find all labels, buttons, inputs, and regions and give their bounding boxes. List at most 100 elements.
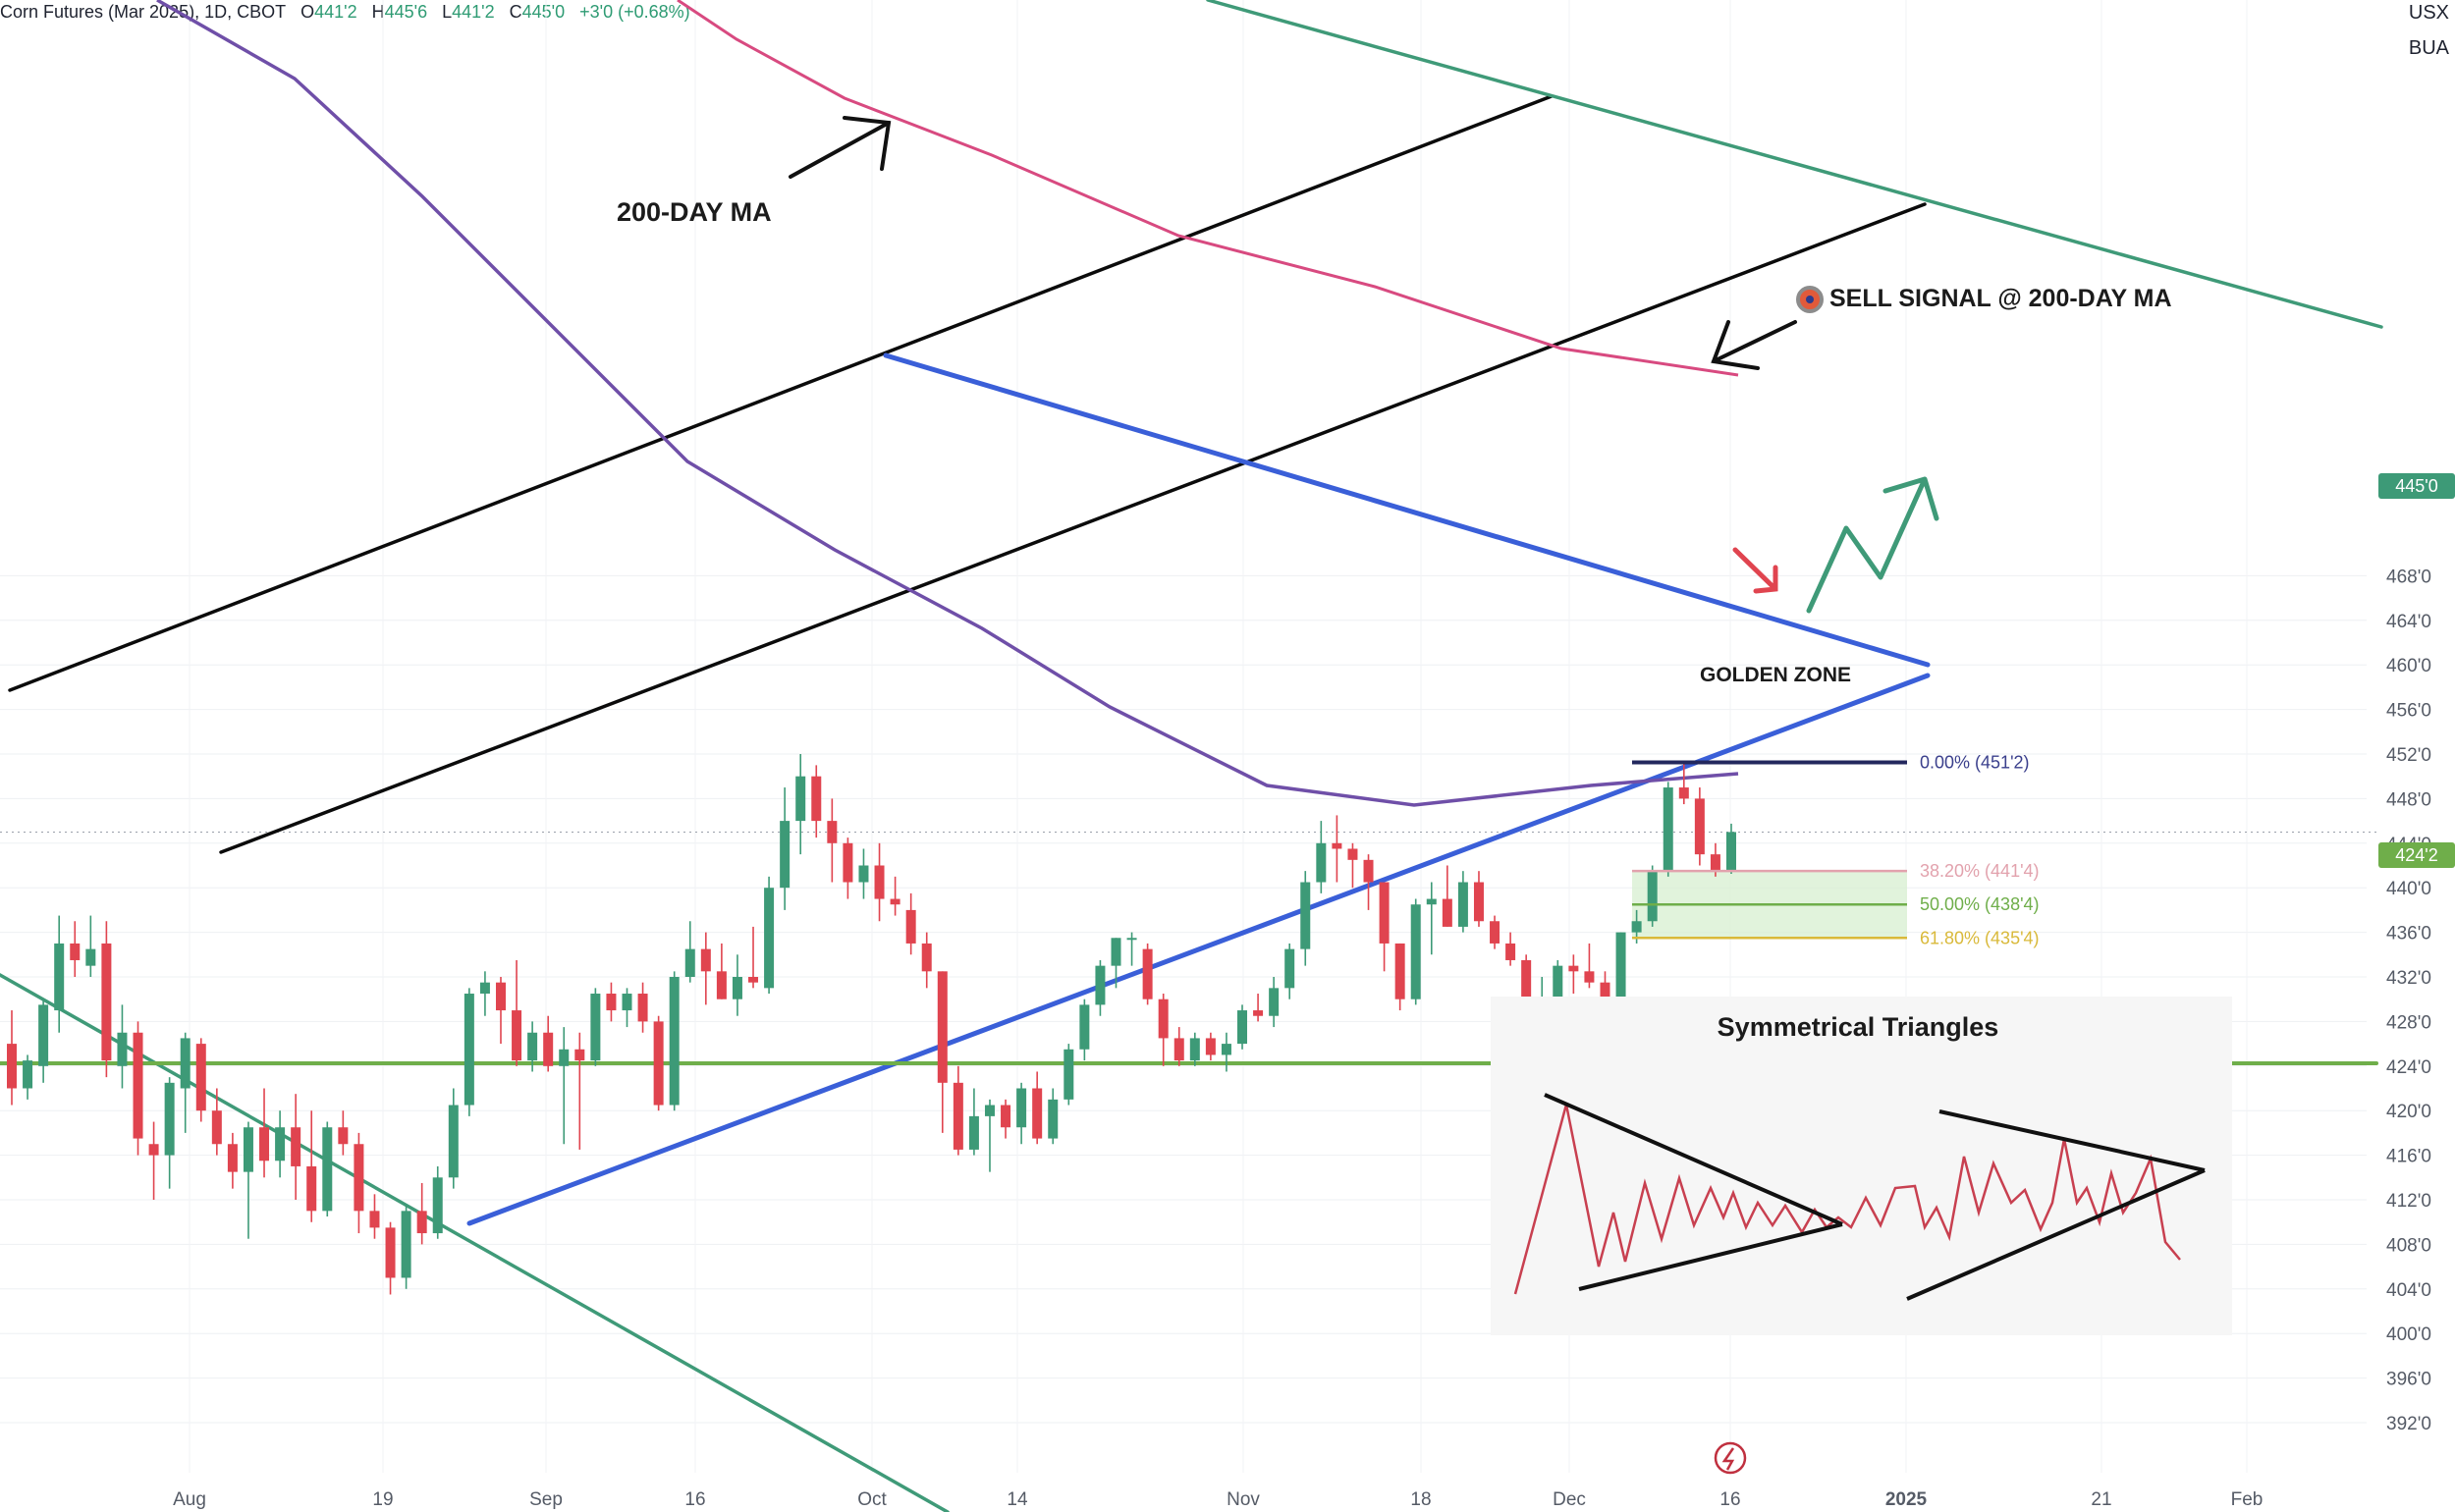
candle: [1394, 943, 1405, 1011]
candle: [7, 1010, 17, 1106]
x-tick-label: Feb: [2231, 1489, 2264, 1510]
x-tick-label: 18: [1410, 1489, 1431, 1510]
moving-averages: [156, 0, 1739, 807]
candle: [700, 932, 711, 1005]
candle: [464, 988, 474, 1116]
sell-signal-label: SELL SIGNAL @ 200-DAY MA: [1829, 285, 2172, 312]
candle-body: [716, 971, 727, 999]
candle-body: [1442, 898, 1452, 927]
candle-body: [1079, 1004, 1090, 1050]
candle: [1426, 882, 1437, 955]
candle: [795, 754, 806, 855]
candle: [1079, 999, 1090, 1061]
candle-body: [385, 1227, 396, 1278]
candle-body: [1016, 1088, 1027, 1128]
candle: [1111, 938, 1121, 989]
candle: [1126, 932, 1137, 966]
y-tick-label: 404'0: [2386, 1280, 2431, 1301]
candle: [1473, 871, 1484, 927]
outer-resistance-line: [1206, 0, 2383, 329]
x-tick-label: 14: [1007, 1489, 1028, 1510]
price-axis[interactable]: 392'0 396'0 400'0 404'0 408'0 412'0 416'0 420'0…: [2386, 567, 2431, 1434]
pullback-arrow: [1732, 547, 1778, 594]
candle-body: [1001, 1105, 1011, 1128]
candle-body: [1363, 859, 1374, 883]
candle: [669, 971, 680, 1111]
symbol-label: Corn Futures (Mar 2025), 1D, CBOT: [0, 2, 287, 22]
candle-body: [148, 1144, 159, 1156]
candle: [527, 1021, 538, 1072]
rebound-arrow: [1806, 476, 1939, 614]
candle-body: [259, 1127, 270, 1161]
candle: [843, 837, 853, 899]
candle-body: [1600, 982, 1610, 999]
candle-body: [1205, 1038, 1216, 1055]
candle: [101, 921, 112, 1078]
candle: [259, 1088, 270, 1178]
candle-body: [968, 1115, 979, 1150]
candle: [479, 971, 490, 1016]
candle-body: [669, 977, 680, 1106]
candle: [291, 1094, 301, 1200]
y-tick-label: 396'0: [2386, 1370, 2431, 1390]
y-tick-label: 424'0: [2386, 1057, 2431, 1078]
candle-body: [1726, 832, 1736, 872]
triangle-upper-line: [883, 352, 1931, 668]
candle: [227, 1132, 238, 1189]
candle-body: [684, 948, 695, 977]
candle: [543, 1015, 554, 1072]
candle-body: [180, 1038, 191, 1089]
candle: [637, 982, 648, 1033]
candle-body: [38, 1004, 49, 1066]
candle: [1300, 871, 1311, 966]
candle-body: [1048, 1099, 1059, 1139]
candle-body: [874, 865, 885, 899]
sell-arrow: [1711, 320, 1797, 370]
fib-level-label: 61.80% (435'4): [1920, 928, 2040, 947]
last-price-tag: 445'0: [2378, 473, 2455, 499]
candle-body: [1284, 948, 1295, 989]
candle: [1663, 782, 1673, 877]
open-value: 441'2: [314, 2, 357, 22]
fib-level-label: 38.20% (441'4): [1920, 861, 2040, 881]
candle-body: [1678, 787, 1689, 799]
candle: [684, 921, 695, 983]
candle-body: [117, 1032, 128, 1066]
candle: [1457, 871, 1468, 933]
candle: [1173, 1027, 1184, 1066]
candle: [432, 1165, 443, 1239]
candle-body: [1316, 842, 1327, 883]
candle: [133, 1021, 143, 1156]
candle: [1032, 1071, 1043, 1145]
candlesticks: [7, 754, 1736, 1295]
candle-body: [227, 1144, 238, 1172]
candle-body: [479, 982, 490, 995]
x-tick-label: 16: [1719, 1489, 1740, 1510]
candle-body: [306, 1165, 317, 1212]
candle: [1490, 915, 1500, 949]
candle-body: [795, 776, 806, 822]
candle-body: [101, 943, 112, 1061]
candle-body: [1568, 965, 1579, 972]
candle: [512, 959, 522, 1066]
candle-body: [1064, 1049, 1074, 1100]
inset-price-path: [1513, 1104, 2181, 1295]
x-tick-label: 16: [684, 1489, 705, 1510]
x-tick-label: Sep: [529, 1489, 563, 1510]
candle-body: [1410, 904, 1421, 999]
y-tick-label: 464'0: [2386, 612, 2431, 632]
candle-body: [70, 943, 81, 960]
candle-body: [23, 1060, 33, 1089]
time-axis[interactable]: Aug 19 Sep 16 Oct 14 Nov 18 Dec 16 2025 21 Feb: [173, 1489, 2263, 1510]
candle: [1189, 1032, 1200, 1066]
y-tick-label: 408'0: [2386, 1235, 2431, 1256]
candle: [953, 1065, 963, 1156]
x-tick-label: 21: [2091, 1489, 2111, 1510]
candle: [590, 988, 601, 1066]
inset-triangle-2-bottom: [1906, 1168, 2206, 1301]
candle-body: [653, 1021, 664, 1106]
candle-body: [700, 948, 711, 972]
candle-body: [574, 1049, 585, 1061]
candle: [38, 999, 49, 1083]
